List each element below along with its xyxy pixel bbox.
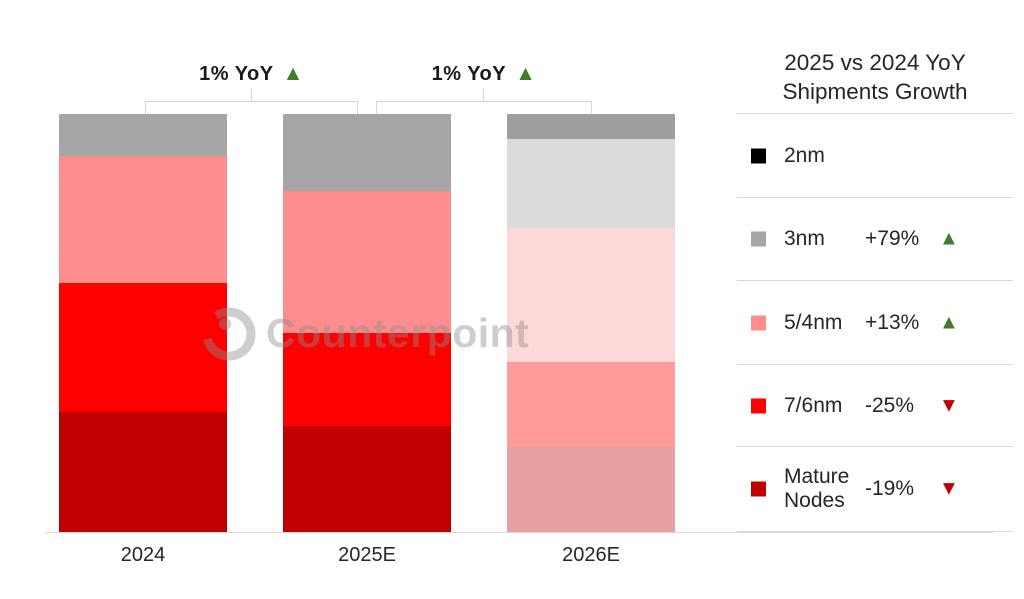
yoy-annotation-2-text: 1% YoY xyxy=(431,63,507,85)
legend-title: 2025 vs 2024 YoY Shipments Growth xyxy=(782,50,968,104)
legend-divider xyxy=(737,531,1013,532)
up-triangle-icon: ▲ xyxy=(939,311,959,333)
bracket-1-right-tick xyxy=(357,101,358,114)
legend-label: 3nm xyxy=(784,227,825,250)
legend-change-value: -25% xyxy=(865,393,915,417)
bar-segment-2025E-mature-nodes xyxy=(283,425,451,532)
legend-swatch xyxy=(751,398,766,413)
legend-item-2nm: 2nm xyxy=(737,114,1013,197)
bar-2026E xyxy=(507,114,675,532)
bar-segment-2024-mature-nodes xyxy=(59,412,227,532)
legend-label: Mature Nodes xyxy=(784,465,850,512)
legend-swatch xyxy=(751,231,766,247)
x-axis-label-2024: 2024 xyxy=(120,544,166,566)
bar-2025E xyxy=(283,114,451,532)
bar-segment-2025E-3nm xyxy=(283,114,451,191)
bracket-1-mid-tick xyxy=(251,89,252,101)
x-axis-line xyxy=(45,532,993,533)
legend-swatch xyxy=(751,315,766,330)
bar-segment-2026E-2nm xyxy=(507,114,675,140)
down-triangle-icon: ▼ xyxy=(939,394,959,416)
bracket-1-horizontal xyxy=(145,101,358,102)
bracket-2-left-tick xyxy=(376,101,377,114)
legend-item-7-6nm: 7/6nm -25% ▼ xyxy=(737,365,1013,446)
legend-item-3nm: 3nm +79% ▲ xyxy=(737,198,1013,280)
bar-2024 xyxy=(59,114,227,532)
legend-label: 7/6nm xyxy=(784,393,843,417)
legend-change-value: -19% xyxy=(865,477,915,500)
bar-segment-2025E-5-4nm xyxy=(283,190,451,334)
legend-divider xyxy=(737,446,1013,447)
bracket-2-horizontal xyxy=(376,101,592,102)
legend-divider xyxy=(737,364,1013,365)
bar-segment-2026E-mature-nodes xyxy=(507,447,675,532)
x-axis-label-2026E: 2026E xyxy=(562,544,620,566)
legend-item-5-4nm: 5/4nm +13% ▲ xyxy=(737,281,1013,364)
bar-segment-2026E-7-6nm xyxy=(507,362,675,448)
bar-segment-2026E-5-4nm xyxy=(507,228,675,363)
up-triangle-icon: ▲ xyxy=(939,227,959,250)
legend-divider xyxy=(737,280,1013,281)
bracket-1-left-tick xyxy=(145,101,146,114)
legend-item-mature-nodes: Mature Nodes -19% ▼ xyxy=(737,447,1013,531)
bar-segment-2024-7-6nm xyxy=(59,282,227,413)
legend-change-value: +79% xyxy=(865,227,920,250)
down-triangle-icon: ▼ xyxy=(939,477,959,500)
bracket-2-mid-tick xyxy=(483,89,484,101)
bracket-2-right-tick xyxy=(591,101,592,114)
bar-segment-2024-5-4nm xyxy=(59,155,227,283)
bar-segment-2026E-3nm xyxy=(507,139,675,229)
legend-swatch xyxy=(751,481,766,497)
legend-label: 5/4nm xyxy=(784,310,843,334)
yoy-annotation-1: 1% YoY ▲ xyxy=(145,62,358,86)
up-triangle-icon: ▲ xyxy=(282,62,304,85)
x-axis-label-2025E: 2025E xyxy=(338,544,396,566)
bar-segment-2024-3nm xyxy=(59,114,227,156)
legend-panel: 2025 vs 2024 YoY Shipments Growth 2nm 3nm… xyxy=(737,0,1013,599)
legend-label: 2nm xyxy=(784,143,825,167)
up-triangle-icon: ▲ xyxy=(515,62,537,85)
legend-swatch xyxy=(751,148,766,163)
yoy-annotation-1-text: 1% YoY xyxy=(199,63,274,85)
legend-divider xyxy=(737,113,1013,114)
legend-divider xyxy=(737,197,1013,198)
bar-segment-2025E-7-6nm xyxy=(283,333,451,426)
yoy-annotation-2: 1% YoY ▲ xyxy=(376,62,592,86)
legend-change-value: +13% xyxy=(865,310,920,334)
